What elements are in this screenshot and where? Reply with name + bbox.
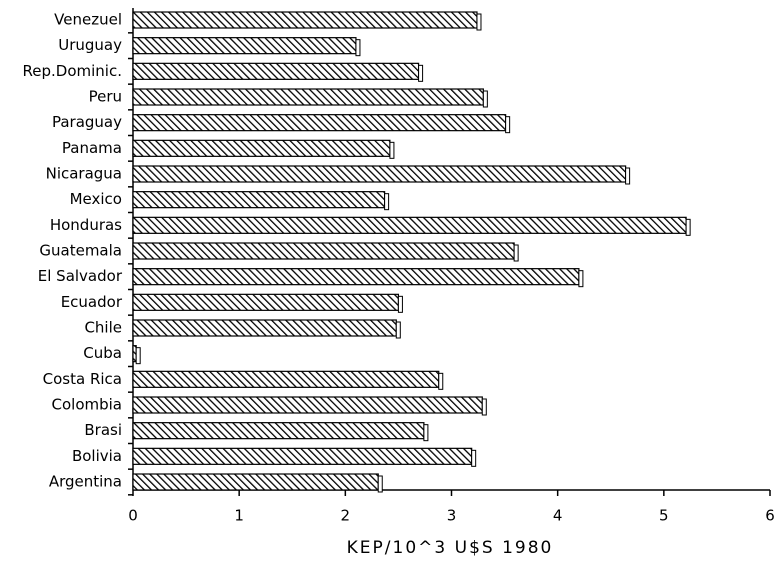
- bar-side: [135, 347, 141, 365]
- y-tick-label: Rep.Dominic.: [23, 62, 122, 80]
- bar: [132, 242, 515, 260]
- y-tick-label: Peru: [89, 88, 122, 106]
- bar-side: [397, 295, 403, 313]
- y-tick-label: Uruguay: [58, 36, 122, 54]
- y-tick-label: Chile: [84, 319, 122, 337]
- y-tick-label: Colombia: [52, 396, 123, 414]
- x-tick-label: 0: [128, 507, 138, 525]
- x-tick-label: 5: [659, 507, 669, 525]
- bar: [132, 293, 400, 311]
- y-tick-label: El Salvador: [38, 267, 123, 285]
- bar-side: [505, 116, 511, 134]
- y-tick-label: Bolivia: [72, 447, 122, 465]
- y-tick-label: Mexico: [70, 190, 122, 208]
- bar: [132, 473, 379, 491]
- y-tick-label: Cuba: [83, 344, 122, 362]
- bar-side: [685, 218, 691, 236]
- bar: [132, 216, 687, 234]
- y-tick-label: Brasi: [84, 421, 122, 439]
- x-tick-label: 4: [553, 507, 563, 525]
- bar-side: [423, 424, 429, 442]
- bar: [132, 114, 507, 132]
- y-tick-label: Venezuel: [54, 11, 122, 29]
- bar: [132, 37, 357, 55]
- bar: [132, 422, 425, 440]
- y-tick-label: Paraguay: [52, 113, 122, 131]
- bar-side: [438, 372, 444, 390]
- x-tick-label: 6: [765, 507, 775, 525]
- y-tick-label: Costa Rica: [43, 370, 122, 388]
- bar-side: [355, 39, 361, 57]
- bar: [132, 370, 440, 388]
- y-tick-label: Guatemala: [39, 242, 122, 260]
- bar: [132, 319, 397, 337]
- bar-side: [625, 167, 631, 185]
- bar: [132, 165, 627, 183]
- bar-side: [395, 321, 401, 339]
- x-tick-label: 1: [234, 507, 244, 525]
- bar-side: [471, 449, 477, 467]
- bar-side: [476, 13, 482, 31]
- x-tick-label: 2: [341, 507, 351, 525]
- bar-side: [377, 475, 383, 493]
- bar-side: [389, 141, 395, 159]
- y-tick-label: Argentina: [49, 473, 122, 491]
- bar: [132, 62, 420, 80]
- x-tick-label: 3: [447, 507, 457, 525]
- bar: [132, 139, 391, 157]
- bar: [132, 191, 386, 209]
- bar-side: [578, 270, 584, 288]
- bar: [132, 268, 580, 286]
- bar: [132, 396, 483, 414]
- y-tick-label: Ecuador: [61, 293, 123, 311]
- bar-side: [513, 244, 519, 262]
- bar: [132, 447, 473, 465]
- y-tick-label: Panama: [62, 139, 122, 157]
- y-tick-label: Honduras: [50, 216, 122, 234]
- bar: [132, 11, 478, 29]
- bar-side: [482, 90, 488, 108]
- bar: [132, 88, 484, 106]
- bar-side: [481, 398, 487, 416]
- y-tick-label: Nicaragua: [46, 165, 122, 183]
- bar-side: [418, 64, 424, 82]
- x-axis-label: KEP/10^3 U$S 1980: [347, 538, 554, 558]
- bar-side: [384, 193, 390, 211]
